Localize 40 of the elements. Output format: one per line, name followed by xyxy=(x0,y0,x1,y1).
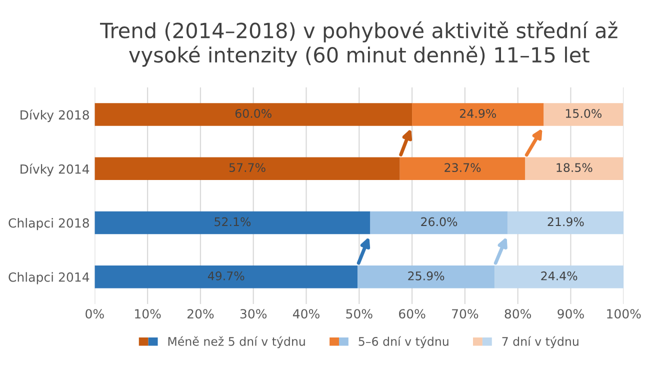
data-label: 15.0% xyxy=(566,108,602,118)
data-label: 57.7% xyxy=(229,163,266,172)
x-tick-label: 40% xyxy=(292,309,320,319)
data-label: 24.4% xyxy=(541,271,578,280)
x-tick-label: 60% xyxy=(399,309,426,319)
bar xyxy=(400,157,526,180)
x-tick-label: 20% xyxy=(187,309,214,319)
legend-label: 7 dní v týdnu xyxy=(502,336,578,348)
data-label: 24.9% xyxy=(460,108,496,118)
chart-title: Trend (2014–2018) v pohybové aktivitě střední až vysoké intenzity (60 minut denně) 11–15 let xyxy=(100,21,618,67)
x-tick-label: 0% xyxy=(86,309,104,319)
data-label: 25.9% xyxy=(408,271,444,280)
y-tick-label: Dívky 2014 xyxy=(20,164,90,176)
y-tick-label: Chlapci 2018 xyxy=(8,218,89,230)
x-tick-label: 10% xyxy=(135,309,161,319)
x-tick-label: 100% xyxy=(607,309,641,319)
data-label: 49.7% xyxy=(208,271,244,280)
bar xyxy=(508,211,624,234)
bar xyxy=(412,103,544,126)
data-label: 21.9% xyxy=(548,217,584,226)
bar xyxy=(494,266,624,288)
data-label: 60.0% xyxy=(235,108,272,118)
data-label: 18.5% xyxy=(556,163,592,172)
bar xyxy=(544,103,624,126)
data-label: 26.0% xyxy=(421,217,458,226)
bar xyxy=(94,211,370,234)
x-tick-label: 70% xyxy=(452,309,478,319)
x-tick-label: 50% xyxy=(346,309,372,319)
bar xyxy=(94,103,412,126)
data-label: 23.7% xyxy=(444,163,481,172)
x-tick-label: 90% xyxy=(558,309,584,319)
data-label: 52.1% xyxy=(214,217,251,226)
x-tick-label: 80% xyxy=(504,309,532,319)
x-tick-label: 30% xyxy=(240,309,267,319)
legend-label: 5–6 dní v týdnu xyxy=(358,336,448,348)
y-tick-label: Dívky 2018 xyxy=(20,109,89,122)
bar xyxy=(370,211,508,234)
y-tick-label: Chlapci 2014 xyxy=(8,272,90,284)
legend-label: Méně než 5 dní v týdnu xyxy=(168,336,305,348)
bar xyxy=(525,157,624,180)
